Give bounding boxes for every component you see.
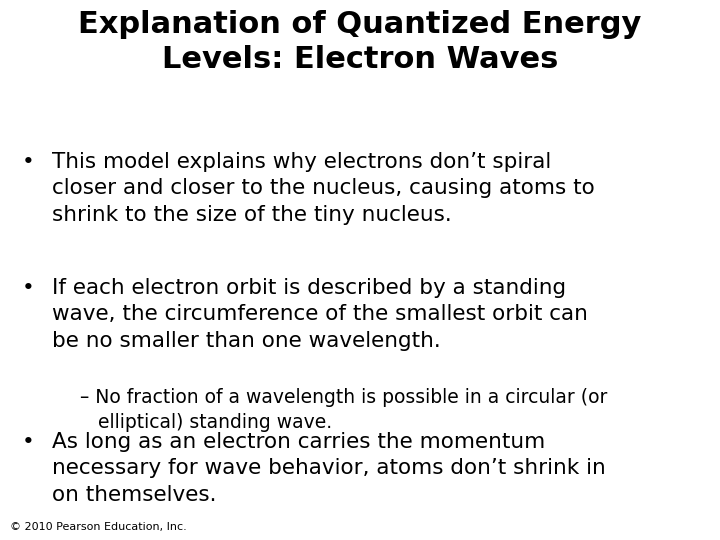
Text: •: • — [22, 152, 35, 172]
Text: •: • — [22, 432, 35, 452]
Text: This model explains why electrons don’t spiral
closer and closer to the nucleus,: This model explains why electrons don’t … — [52, 152, 595, 225]
Text: © 2010 Pearson Education, Inc.: © 2010 Pearson Education, Inc. — [10, 522, 186, 532]
Text: – No fraction of a wavelength is possible in a circular (or
   elliptical) stand: – No fraction of a wavelength is possibl… — [80, 388, 608, 432]
Text: As long as an electron carries the momentum
necessary for wave behavior, atoms d: As long as an electron carries the momen… — [52, 432, 606, 505]
Text: If each electron orbit is described by a standing
wave, the circumference of the: If each electron orbit is described by a… — [52, 278, 588, 351]
Text: •: • — [22, 278, 35, 298]
Text: Explanation of Quantized Energy
Levels: Electron Waves: Explanation of Quantized Energy Levels: … — [78, 10, 642, 74]
